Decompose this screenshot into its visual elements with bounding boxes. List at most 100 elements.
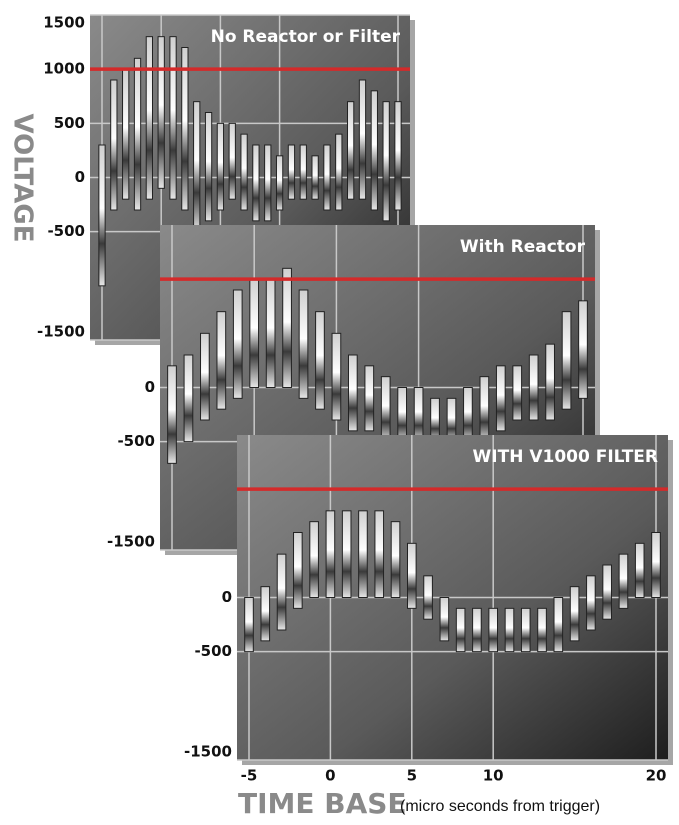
y-tick-label: -1500 [107,533,155,551]
wave-bar [479,376,490,443]
panel: 0 -500 -1500 WITH V1000 FILTER [184,435,673,765]
wave-bar [364,365,375,432]
wave-bar [394,101,402,211]
wave-bar [309,521,319,599]
wave-bar [331,332,342,421]
panel-title: No Reactor or Filter [211,27,401,47]
wave-bar [463,387,473,443]
wave-bar [370,90,378,211]
wave-bar [298,289,309,399]
wave-bar [537,607,547,653]
wave-bar [145,36,153,200]
wave-bar [335,133,343,211]
wave-bar [553,597,564,653]
y-tick-label: 1500 [43,14,85,32]
wave-bar [325,510,336,599]
wave-bar [252,144,260,222]
wave-bar [358,79,367,200]
y-tick-label: -1500 [184,743,232,761]
wave-bar [455,607,466,653]
wave-bar [200,332,210,421]
y-tick-label: -500 [47,222,85,240]
wave-bar [240,133,248,211]
x-axis-note: (micro seconds from trigger) [400,798,600,815]
wave-bar [397,387,408,443]
wave-bar [110,79,118,211]
wave-bar [133,57,142,211]
wave-bar [282,267,292,389]
wave-bar [265,278,276,388]
wave-bar [260,586,271,642]
wave-bar [183,354,194,443]
y-axis-title: VOLTAGE [8,114,38,243]
y-tick-label: 0 [75,168,85,186]
wave-bar [323,144,331,211]
panel-title: WITH V1000 FILTER [473,447,658,467]
wave-bar [488,607,499,653]
wave-bar [232,289,243,399]
wave-bar [228,122,236,200]
wave-bar [406,542,417,609]
wave-bar [299,144,307,200]
wave-bar [578,300,588,399]
y-tick-label: 0 [222,588,232,606]
wave-bar [293,532,303,609]
x-axis-title: TIME BASE [238,787,407,820]
wave-bar [495,365,506,432]
wave-bar [315,311,325,410]
wave-bar [347,354,358,432]
wave-bar [216,122,225,211]
wave-bar [341,510,352,599]
wave-bar [413,387,424,443]
wave-bar [181,47,189,211]
y-tick-label: 1000 [43,60,85,78]
panel-title: With Reactor [460,237,586,257]
wave-bar [439,597,450,642]
wave-bar [167,365,177,464]
x-tick-label: 5 [407,767,417,785]
wave-bar [276,553,287,631]
wave-bar [358,510,368,599]
wave-bar [216,311,227,410]
wave-bar [545,343,555,421]
panel: 1500 1000 500 0 -500 -1500 No Reactor or Filte… [37,14,415,345]
wave-bar [98,144,106,287]
wave-bar [380,376,391,443]
x-tick-label: -5 [241,767,258,785]
wave-bar [311,155,319,200]
wave-bar [249,278,260,388]
wave-bar [512,365,523,421]
wave-bar [169,36,177,200]
wave-bar [602,564,612,620]
wave-bar [347,101,355,200]
wave-bar [275,155,284,211]
wave-bar [193,101,201,233]
wave-bar [382,101,390,222]
wave-bar [244,597,254,653]
wave-bar [374,510,385,599]
wave-bar [122,68,130,200]
wave-bar [634,542,645,598]
wave-bar [504,607,515,653]
wave-bar [528,354,539,421]
wave-bar [561,311,572,410]
wave-bar [618,553,629,609]
wave-bar [472,607,482,653]
y-tick-label: 0 [145,378,155,396]
x-tick-label: 10 [483,767,504,785]
y-tick-label: 500 [54,114,85,132]
wave-bar [390,521,401,599]
wave-bar [651,532,661,598]
wave-bar [423,575,433,620]
x-tick-label: 20 [646,767,667,785]
y-tick-label: -1500 [37,323,85,341]
wave-bar [569,586,580,642]
wave-bar [157,36,165,189]
wave-bar [264,144,272,222]
y-tick-label: -500 [194,642,232,660]
wave-bar [204,112,213,222]
y-tick-label: -500 [117,432,155,450]
wave-bar [520,607,531,653]
wave-bar [586,575,596,631]
